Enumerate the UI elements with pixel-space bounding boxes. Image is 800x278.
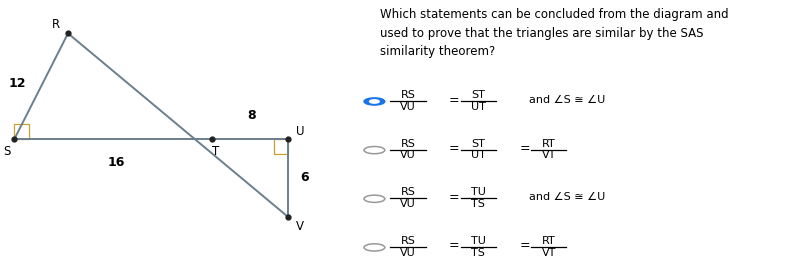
Text: S: S	[3, 145, 10, 158]
Text: VT: VT	[542, 150, 556, 160]
Text: ST: ST	[471, 90, 486, 100]
Text: RS: RS	[401, 187, 415, 197]
Text: 12: 12	[8, 77, 26, 90]
Text: RS: RS	[401, 236, 415, 246]
Text: VT: VT	[542, 248, 556, 258]
Text: TU: TU	[471, 187, 486, 197]
Text: VU: VU	[400, 150, 416, 160]
Text: =: =	[449, 191, 460, 204]
Text: ST: ST	[471, 139, 486, 149]
Text: RT: RT	[542, 139, 556, 149]
Bar	[274, 139, 288, 154]
Text: =: =	[449, 94, 460, 106]
Bar	[14, 124, 29, 139]
Text: =: =	[449, 142, 460, 155]
Text: RS: RS	[401, 90, 415, 100]
Text: 6: 6	[300, 172, 309, 184]
Text: =: =	[449, 240, 460, 252]
Text: VU: VU	[400, 248, 416, 258]
Text: =: =	[519, 142, 530, 155]
Text: UT: UT	[471, 150, 486, 160]
Text: R: R	[52, 18, 60, 31]
Circle shape	[364, 98, 385, 105]
Text: T: T	[212, 145, 220, 158]
Text: VU: VU	[400, 199, 416, 209]
Text: RS: RS	[401, 139, 415, 149]
Text: TS: TS	[471, 199, 486, 209]
Text: RT: RT	[542, 236, 556, 246]
Text: 8: 8	[248, 109, 256, 122]
Text: =: =	[519, 240, 530, 252]
Text: and ∠S ≅ ∠U: and ∠S ≅ ∠U	[529, 192, 605, 202]
Text: 16: 16	[107, 156, 125, 169]
Text: V: V	[296, 220, 304, 233]
Text: UT: UT	[471, 102, 486, 112]
Circle shape	[370, 100, 379, 103]
Text: and ∠S ≅ ∠U: and ∠S ≅ ∠U	[529, 95, 605, 105]
Text: TS: TS	[471, 248, 486, 258]
Text: VU: VU	[400, 102, 416, 112]
Text: Which statements can be concluded from the diagram and
used to prove that the tr: Which statements can be concluded from t…	[380, 8, 729, 58]
Text: TU: TU	[471, 236, 486, 246]
Text: U: U	[296, 125, 305, 138]
